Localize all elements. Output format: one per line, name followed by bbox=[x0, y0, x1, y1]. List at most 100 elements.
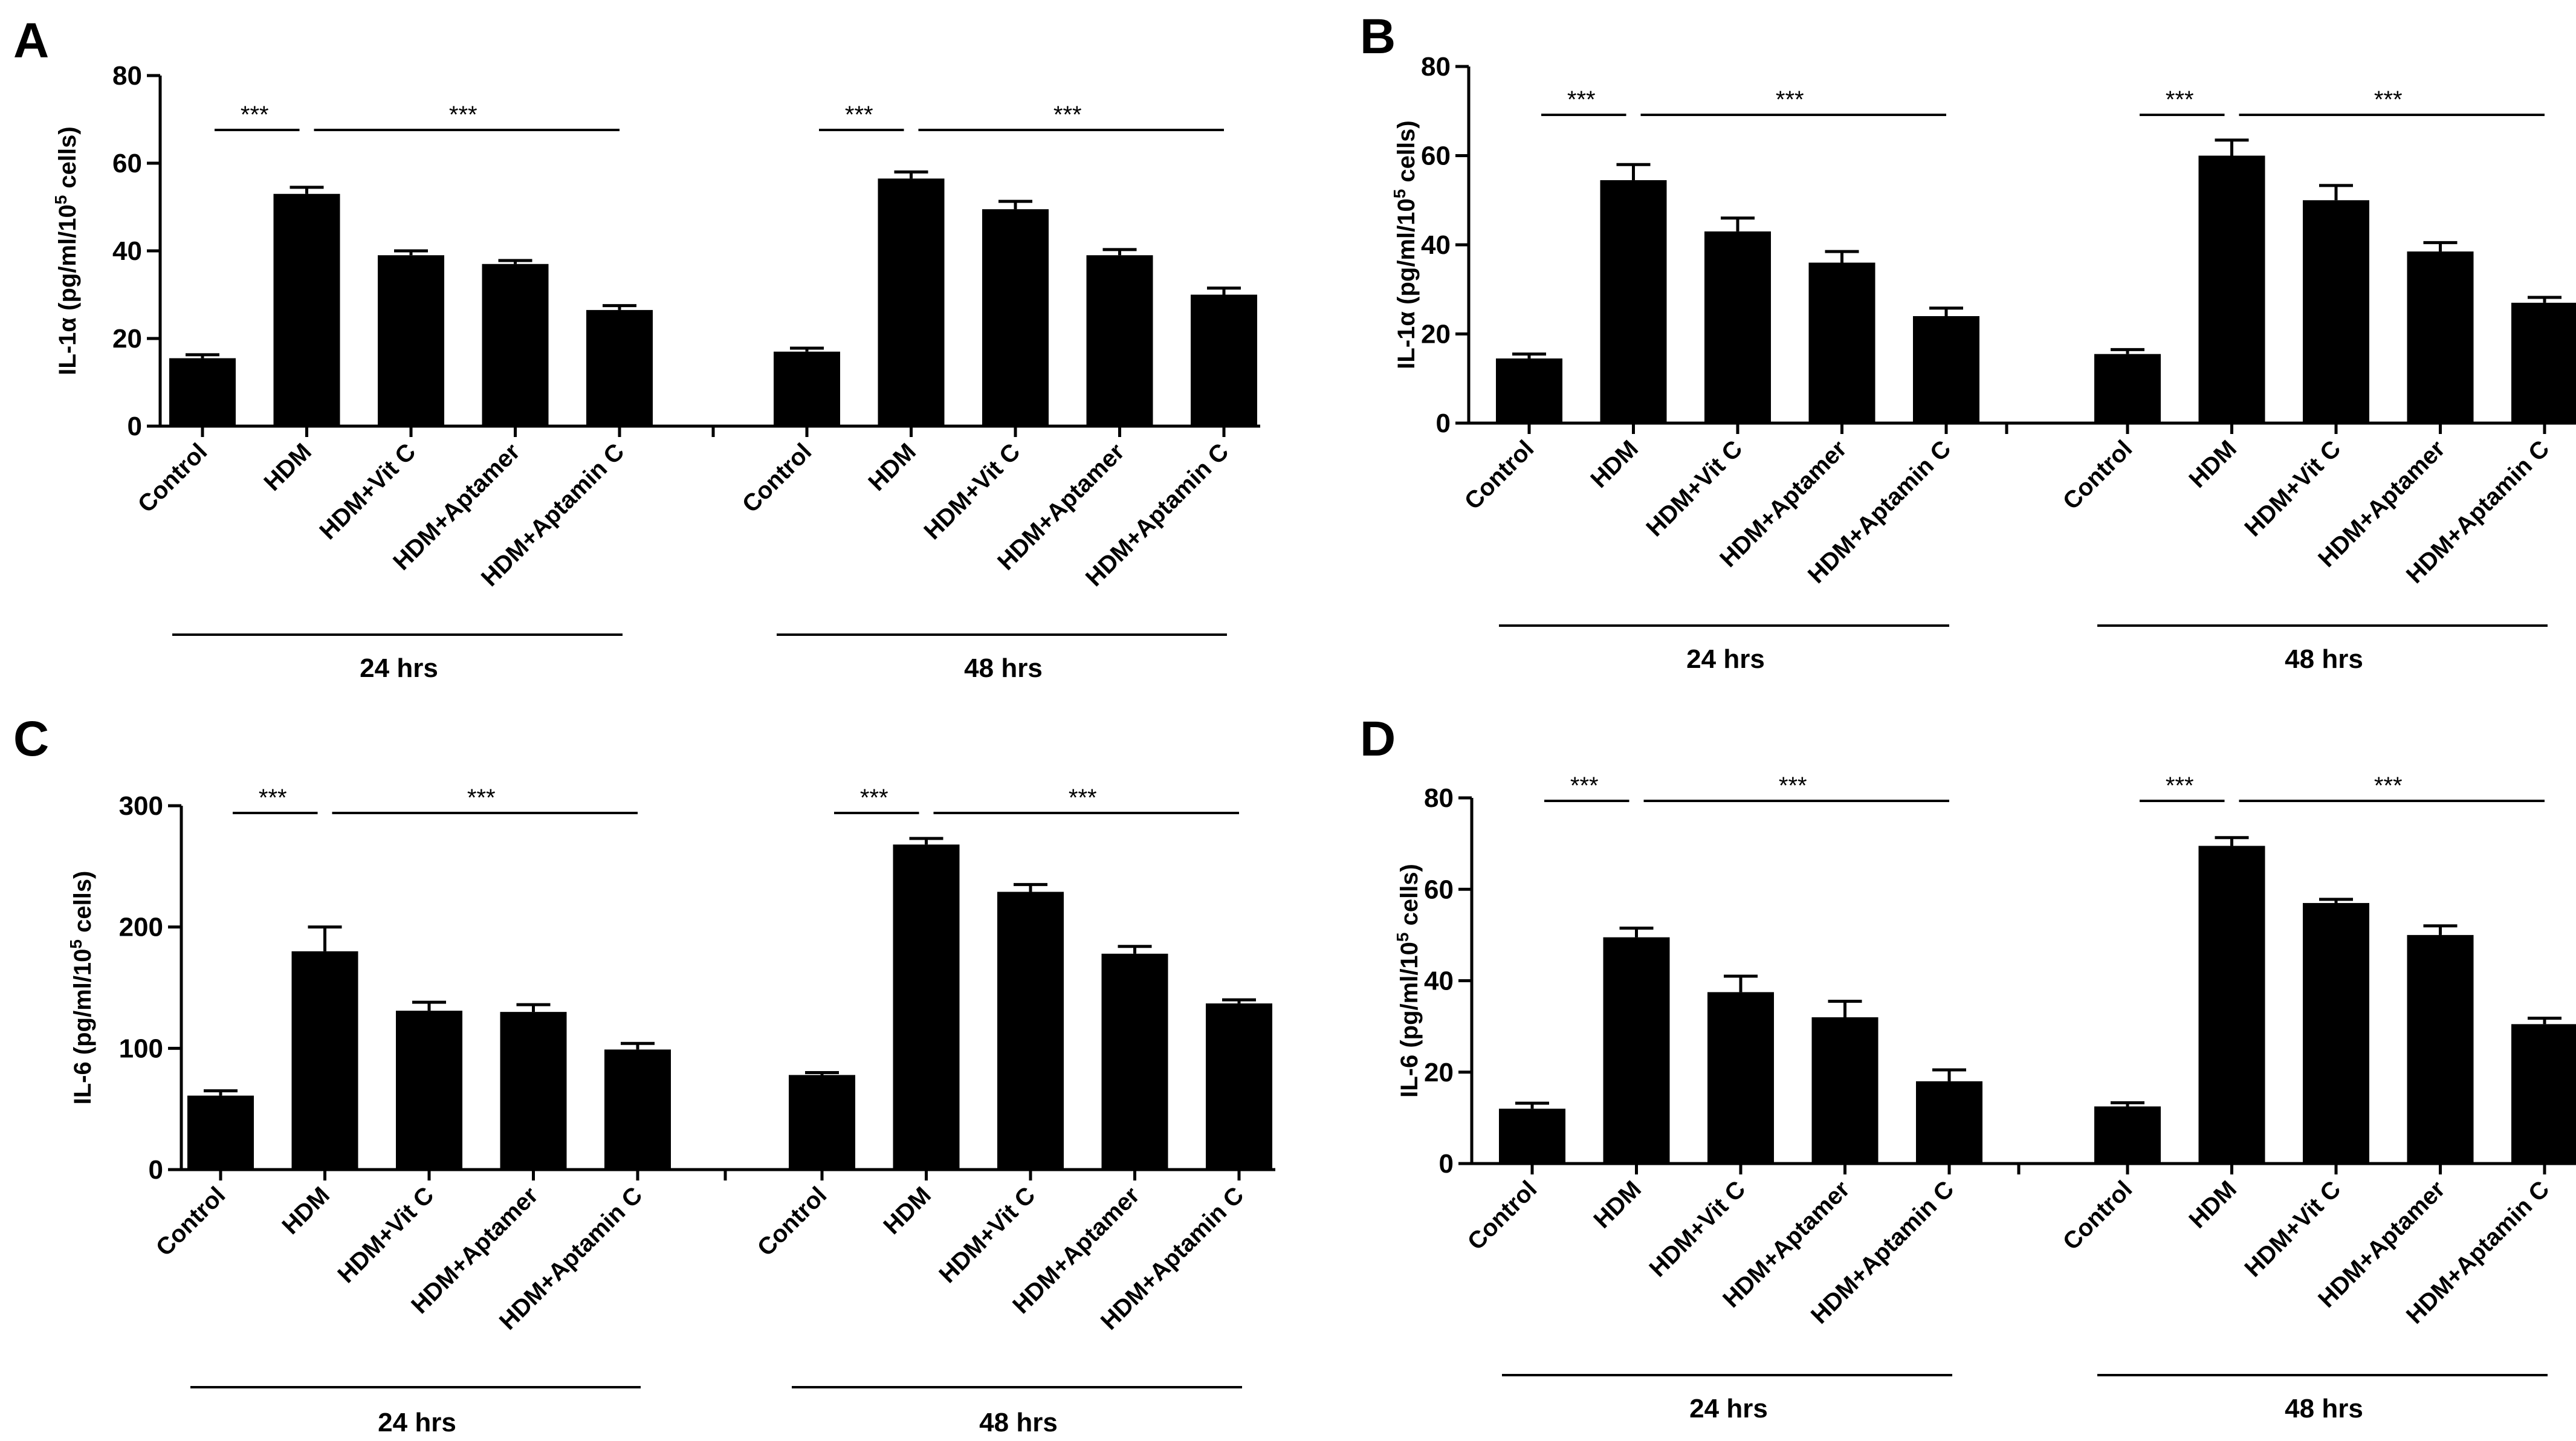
panel-a: A 0 20 40 60 80 IL-1α (pg/ml/105 cells) Control… bbox=[13, 13, 1260, 683]
bar bbox=[1499, 1109, 1565, 1164]
bar bbox=[2303, 902, 2369, 1164]
y-tick-label: 60 bbox=[1421, 141, 1451, 171]
bar bbox=[482, 264, 549, 426]
x-tick-label: HDM+Vit C bbox=[1641, 435, 1747, 542]
x-tick-label: HDM bbox=[259, 438, 317, 496]
x-tick-label: HDM+Vit C bbox=[2239, 1176, 2346, 1282]
y-tick-label: 60 bbox=[112, 149, 142, 178]
y-tick-label: 20 bbox=[1424, 1058, 1454, 1087]
bar bbox=[2094, 354, 2161, 423]
significance-stars: *** bbox=[1069, 785, 1097, 811]
panel-d: D 0 20 40 60 80 IL-6 (pg/ml/105 cells) Control H… bbox=[1360, 711, 2576, 1423]
bar bbox=[1191, 294, 1257, 426]
bar bbox=[1206, 1003, 1272, 1170]
x-tick-label: HDM bbox=[878, 1182, 936, 1240]
significance-stars: *** bbox=[860, 785, 888, 811]
bar bbox=[1913, 316, 1979, 423]
y-tick-label: 0 bbox=[1439, 1149, 1454, 1179]
group-label: 24 hrs bbox=[1689, 1394, 1768, 1423]
group-label: 48 hrs bbox=[2285, 644, 2363, 674]
panel-letter: B bbox=[1360, 9, 1396, 64]
bar bbox=[604, 1049, 671, 1170]
panel-letter: D bbox=[1360, 711, 1396, 766]
y-tick-label: 80 bbox=[1421, 52, 1451, 82]
group-label: 48 hrs bbox=[964, 653, 1043, 683]
x-tick-label: HDM+Vit C bbox=[1644, 1176, 1750, 1282]
x-tick-label: Control bbox=[1463, 1176, 1542, 1255]
y-tick-label: 80 bbox=[1424, 783, 1454, 813]
bar bbox=[1603, 937, 1670, 1164]
panel-b: B 0 20 40 60 80 IL-1α (pg/ml/105 cells) Control… bbox=[1360, 9, 2576, 674]
significance-stars: *** bbox=[2166, 86, 2194, 113]
x-tick-label: Control bbox=[737, 438, 817, 518]
x-tick-label: HDM bbox=[863, 438, 921, 496]
x-tick-label: Control bbox=[151, 1182, 231, 1261]
bar bbox=[586, 309, 653, 426]
significance-stars: *** bbox=[2374, 86, 2403, 113]
x-tick-label: HDM+Vit C bbox=[332, 1182, 439, 1288]
y-tick-label: 20 bbox=[1421, 320, 1451, 349]
significance-stars: *** bbox=[2374, 772, 2403, 799]
bar bbox=[1811, 1017, 1879, 1164]
significance-stars: *** bbox=[845, 102, 873, 128]
bar bbox=[273, 193, 340, 426]
y-tick-label: 0 bbox=[128, 412, 142, 441]
y-tick-label: 0 bbox=[1436, 409, 1451, 438]
bar bbox=[893, 844, 960, 1170]
y-axis-label: IL-6 (pg/ml/105 cells) bbox=[66, 871, 97, 1105]
x-tick-label: HDM bbox=[2184, 1176, 2242, 1234]
significance-stars: *** bbox=[1567, 86, 1596, 113]
bar bbox=[2198, 846, 2265, 1164]
x-tick-label: Control bbox=[2058, 435, 2138, 515]
x-tick-label: HDM bbox=[1588, 1176, 1646, 1234]
x-tick-label: HDM bbox=[277, 1182, 335, 1240]
bar bbox=[774, 351, 840, 426]
bar bbox=[2198, 155, 2265, 423]
x-tick-label: Control bbox=[133, 438, 213, 518]
group-label: 48 hrs bbox=[2285, 1394, 2363, 1423]
significance-stars: *** bbox=[467, 785, 496, 811]
bar bbox=[2511, 302, 2576, 423]
significance-stars: *** bbox=[1779, 772, 1807, 799]
bar bbox=[1808, 262, 1875, 423]
bar bbox=[997, 892, 1064, 1170]
panel-c: C 0 100 200 300 IL-6 (pg/ml/105 cells) Control… bbox=[13, 711, 1275, 1437]
bar bbox=[396, 1011, 462, 1170]
group-label: 48 hrs bbox=[979, 1408, 1058, 1437]
bar bbox=[2303, 200, 2369, 423]
x-tick-label: HDM bbox=[1585, 435, 1643, 493]
significance-stars: *** bbox=[1570, 772, 1599, 799]
bar bbox=[1086, 255, 1153, 426]
x-tick-label: HDM+Vit C bbox=[934, 1182, 1040, 1288]
y-tick-label: 80 bbox=[112, 61, 142, 91]
bar bbox=[2094, 1106, 2161, 1164]
bar bbox=[500, 1012, 567, 1170]
y-tick-label: 40 bbox=[1421, 230, 1451, 260]
x-tick-label: HDM+Vit C bbox=[2239, 435, 2346, 542]
bar bbox=[291, 951, 358, 1170]
x-tick-label: Control bbox=[2058, 1176, 2138, 1255]
group-label: 24 hrs bbox=[1686, 644, 1765, 674]
y-tick-label: 40 bbox=[112, 236, 142, 266]
bar bbox=[982, 209, 1049, 426]
significance-stars: *** bbox=[259, 785, 287, 811]
group-label: 24 hrs bbox=[360, 653, 438, 683]
y-axis-label: IL-1α (pg/ml/105 cells) bbox=[1390, 120, 1420, 369]
x-tick-label: HDM+Vit C bbox=[919, 438, 1025, 545]
y-tick-label: 0 bbox=[149, 1155, 163, 1185]
y-tick-label: 60 bbox=[1424, 875, 1454, 904]
x-tick-label: HDM+Vit C bbox=[314, 438, 421, 545]
significance-stars: *** bbox=[2166, 772, 2194, 799]
bar bbox=[187, 1095, 254, 1170]
panel-letter: A bbox=[13, 13, 49, 68]
panel-letter: C bbox=[13, 711, 49, 766]
bar bbox=[2511, 1024, 2576, 1164]
bar bbox=[1916, 1081, 1982, 1164]
bar bbox=[1496, 358, 1562, 423]
bar bbox=[1704, 231, 1771, 423]
y-axis-label: IL-6 (pg/ml/105 cells) bbox=[1393, 864, 1423, 1098]
x-tick-label: Control bbox=[1460, 435, 1539, 515]
x-tick-label: HDM bbox=[2184, 435, 2242, 493]
y-tick-label: 300 bbox=[119, 791, 163, 821]
